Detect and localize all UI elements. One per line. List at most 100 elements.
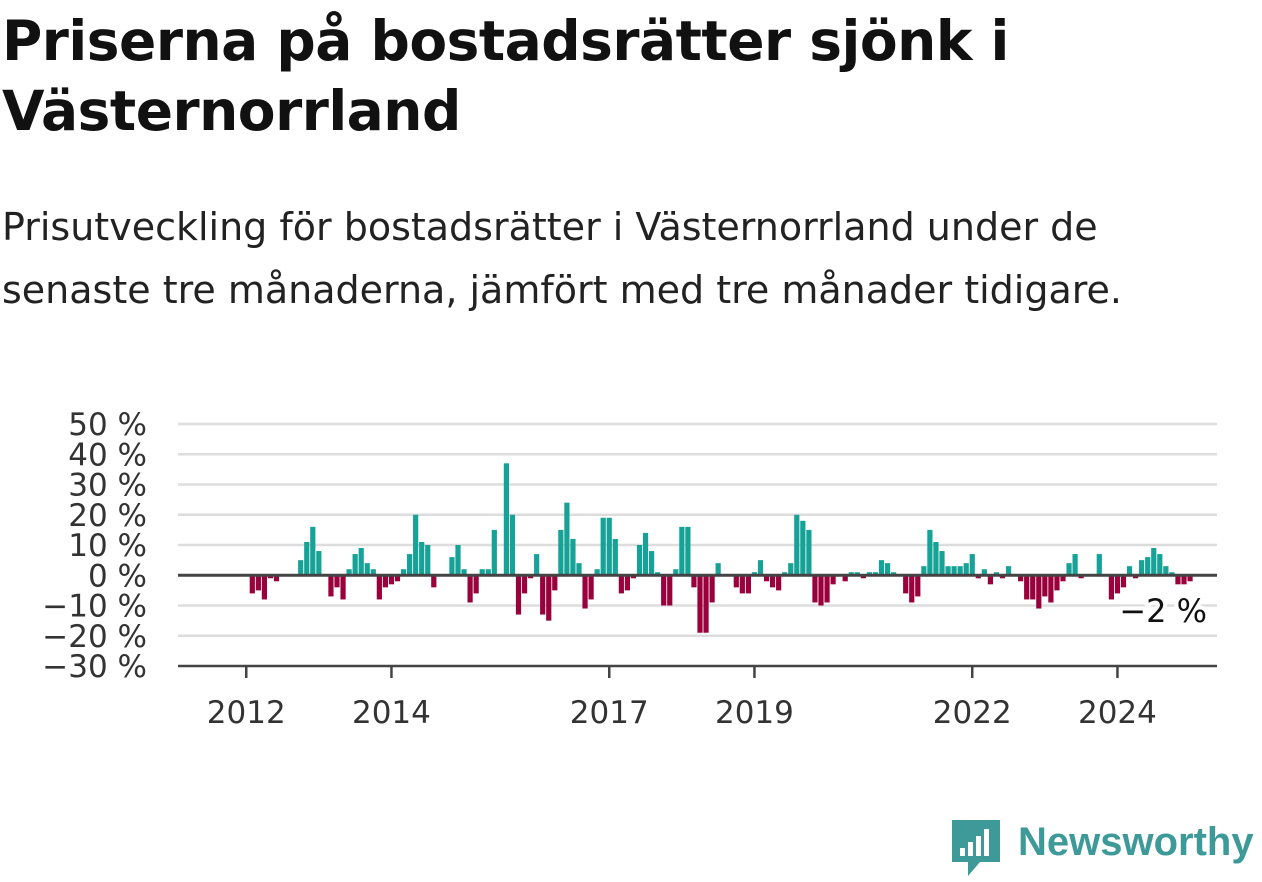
bar (600, 517, 606, 576)
bar (951, 566, 957, 576)
bar (691, 575, 697, 588)
x-tick-label: 2012 (207, 695, 286, 731)
bar (455, 545, 461, 576)
bar (945, 566, 951, 576)
bar (534, 554, 540, 576)
bar (751, 572, 758, 576)
bar (388, 575, 395, 585)
bar (655, 572, 661, 576)
bar (739, 575, 745, 594)
bar (854, 572, 860, 576)
bar (425, 545, 431, 576)
bar (400, 569, 407, 576)
x-tick-label: 2014 (352, 695, 431, 731)
bar (800, 520, 806, 576)
bar (1151, 548, 1157, 576)
bar (503, 463, 509, 576)
bar (763, 575, 770, 582)
bar (963, 563, 969, 576)
bar (540, 575, 546, 615)
bar (685, 526, 691, 576)
y-tick-label: 10 % (68, 528, 147, 564)
bar (1114, 575, 1121, 594)
bar (352, 554, 358, 576)
bar (1048, 575, 1054, 603)
bar (304, 541, 310, 576)
bar (316, 551, 322, 576)
x-tick-label: 2017 (570, 695, 649, 731)
bar (382, 575, 388, 588)
bar (1054, 575, 1060, 591)
bar (340, 575, 346, 600)
brand-name: Newsworthy (1018, 820, 1254, 864)
bar (1126, 566, 1133, 576)
bar (1024, 575, 1030, 600)
y-axis-labels: −30 %−20 %−10 %0 %10 %20 %30 %40 %50 % (42, 407, 147, 685)
bar (824, 575, 830, 603)
bar (461, 569, 467, 576)
bar (576, 563, 582, 576)
bar (697, 575, 703, 633)
bar (975, 575, 981, 579)
bar (376, 575, 382, 600)
bar (334, 575, 340, 588)
bar (842, 575, 848, 582)
y-tick-label: 20 % (68, 498, 147, 534)
bar (957, 566, 963, 576)
y-tick-label: −10 % (42, 589, 147, 625)
bar (939, 551, 945, 576)
bar (630, 575, 637, 579)
bar (515, 575, 522, 615)
bar-chart: −30 %−20 %−10 %0 %10 %20 %30 %40 %50 % 2… (42, 407, 1217, 731)
bars (249, 463, 1193, 633)
bar (1163, 566, 1169, 576)
bar (915, 575, 921, 597)
bar (558, 529, 564, 576)
bar (757, 560, 764, 576)
bar (1175, 575, 1181, 585)
bar (782, 572, 788, 576)
bar (933, 541, 939, 576)
y-tick-label: −20 % (42, 619, 147, 655)
bar (310, 526, 316, 576)
bar (370, 569, 376, 576)
bar (1120, 575, 1127, 588)
bar (999, 575, 1006, 579)
bar (298, 560, 304, 576)
bar (987, 575, 993, 585)
bar (860, 575, 866, 579)
x-tick-label: 2019 (715, 695, 794, 731)
bar (1060, 575, 1066, 582)
bar (993, 572, 1000, 576)
bar (521, 575, 528, 594)
bar (745, 575, 751, 594)
newsworthy-logo: Newsworthy (950, 818, 1254, 880)
bar (1169, 572, 1175, 576)
bar (872, 572, 879, 576)
bar (921, 566, 927, 576)
bar (624, 575, 630, 591)
bar (328, 575, 334, 597)
bar (491, 529, 497, 576)
bar (1018, 575, 1024, 582)
bar (903, 575, 909, 594)
bar (431, 575, 437, 588)
end-value-label-group: −2 % (1115, 588, 1211, 634)
bar (969, 554, 975, 576)
bar (848, 572, 854, 576)
bar (818, 575, 824, 606)
y-tick-label: 0 % (88, 558, 147, 594)
bar (1096, 554, 1102, 576)
bar (776, 575, 782, 591)
bar (594, 569, 600, 576)
bar (1145, 557, 1151, 576)
bar (413, 514, 419, 576)
bar (806, 529, 812, 576)
bar (715, 563, 721, 576)
gridlines (178, 422, 1217, 637)
bar (649, 551, 655, 576)
bar (661, 575, 667, 606)
bar (703, 575, 709, 633)
bar (1181, 575, 1187, 585)
y-tick-label: −30 % (42, 649, 147, 685)
